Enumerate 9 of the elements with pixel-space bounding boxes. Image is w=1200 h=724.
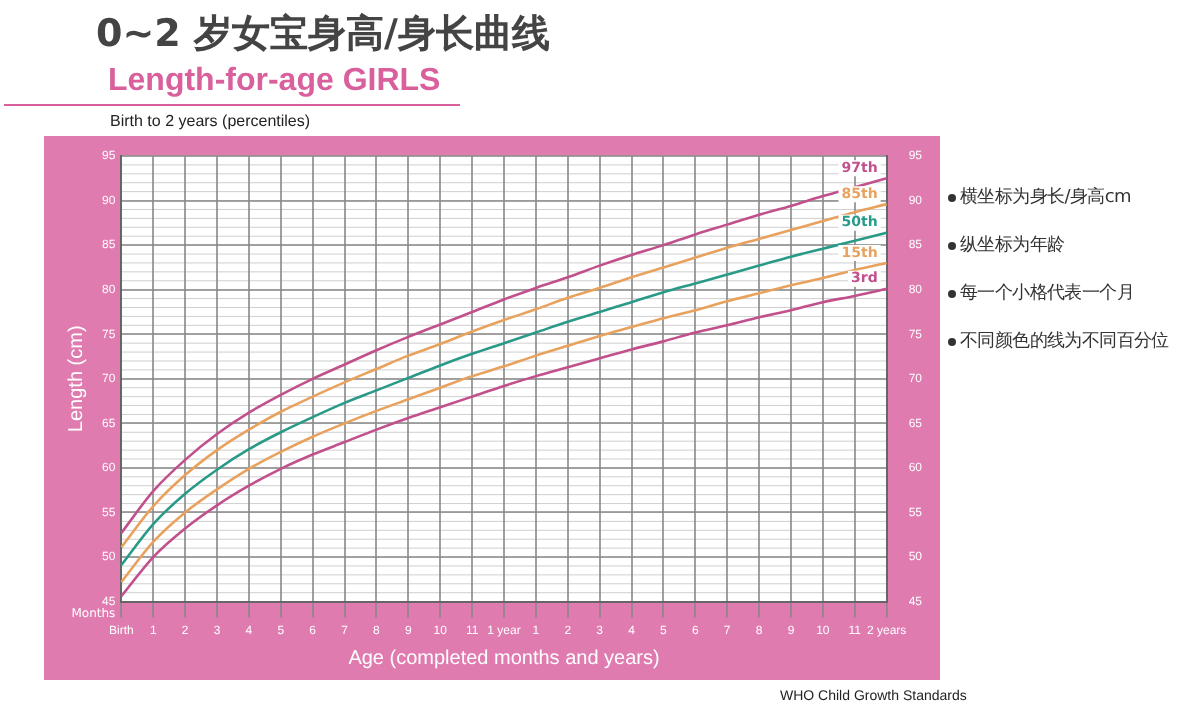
text: 横坐标为身长/身高cm	[960, 185, 1131, 210]
chart-subtitle: Length-for-age GIRLS	[108, 64, 441, 100]
y-axis-title: Length (cm)	[65, 325, 88, 433]
text: Birth to 2 years (percentiles)	[110, 112, 311, 130]
chart-title: 0~2 岁女宝身高/身长曲线	[96, 10, 550, 60]
text: 每一个小格代表一个月	[960, 281, 1135, 306]
x-axis-title: Age (completed months and years)	[348, 647, 660, 670]
text: 不同颜色的线为不同百分位	[960, 329, 1169, 354]
text: 纵坐标为年龄	[960, 233, 1065, 258]
